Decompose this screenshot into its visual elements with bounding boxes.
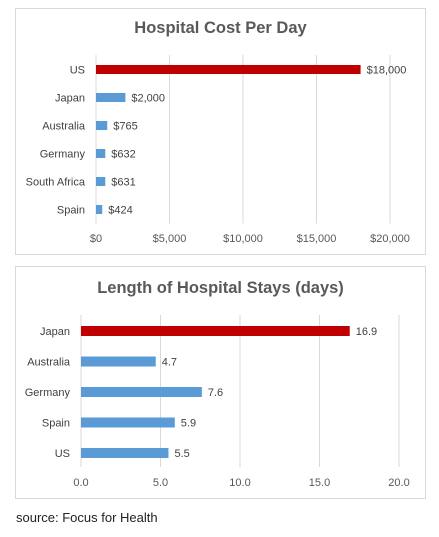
x-tick-label: 20.0	[388, 477, 409, 489]
category-label: Australia	[27, 357, 71, 369]
category-label: Spain	[57, 205, 85, 217]
x-tick-label: $0	[90, 233, 102, 245]
data-label: $632	[111, 149, 135, 161]
chart-length-of-hospital-stays: Length of Hospital Stays (days) 0.0 5.0 10…	[15, 266, 426, 499]
data-label: $424	[108, 205, 132, 217]
data-label: $2,000	[131, 93, 165, 105]
data-label: 5.5	[174, 448, 189, 460]
bar	[96, 149, 106, 158]
bar	[81, 387, 202, 397]
data-label: 5.9	[181, 418, 196, 430]
chart-title: Hospital Cost Per Day	[134, 19, 307, 37]
x-tick-label: $5,000	[153, 233, 187, 245]
bar	[81, 417, 175, 428]
x-tick-label: 5.0	[153, 477, 168, 489]
chart-plot-area: 0.0 5.0 10.0 15.0 20.0 Japan 16.9 Australia 4.7 G…	[25, 315, 410, 489]
bar	[96, 65, 361, 74]
chart-title: Length of Hospital Stays (days)	[97, 279, 344, 297]
x-tick-label: 15.0	[309, 477, 330, 489]
category-label: Japan	[40, 326, 70, 338]
category-label: South Africa	[26, 177, 86, 189]
chart-plot-area: $0 $5,000 $10,000 $15,000 $20,000 US $18,000 Ja…	[26, 55, 410, 245]
category-label: Japan	[55, 93, 85, 105]
source-note: source: Focus for Health	[16, 510, 158, 525]
bar	[81, 448, 169, 458]
data-label: $18,000	[367, 65, 407, 77]
bar	[96, 93, 126, 102]
chart-hospital-cost-per-day: Hospital Cost Per Day $0 $5,000 $10,000 $15…	[15, 8, 426, 255]
category-label: Germany	[40, 149, 86, 161]
bar	[96, 121, 108, 130]
x-tick-label: $10,000	[223, 233, 263, 245]
data-label: 16.9	[356, 326, 377, 338]
x-tick-label: 0.0	[73, 477, 88, 489]
data-label: $765	[113, 121, 137, 133]
data-label: $631	[111, 177, 135, 189]
bar	[81, 356, 156, 367]
bar	[96, 205, 103, 214]
x-tick-label: 10.0	[229, 477, 250, 489]
category-label: Australia	[42, 121, 86, 133]
data-label: 4.7	[162, 357, 177, 369]
bar	[96, 177, 106, 186]
x-tick-label: $20,000	[370, 233, 410, 245]
category-label: Germany	[25, 387, 71, 399]
category-label: US	[55, 448, 70, 460]
data-label: 7.6	[208, 387, 223, 399]
x-tick-label: $15,000	[297, 233, 337, 245]
category-label: Spain	[42, 418, 70, 430]
category-label: US	[70, 65, 85, 77]
bar	[81, 326, 350, 336]
